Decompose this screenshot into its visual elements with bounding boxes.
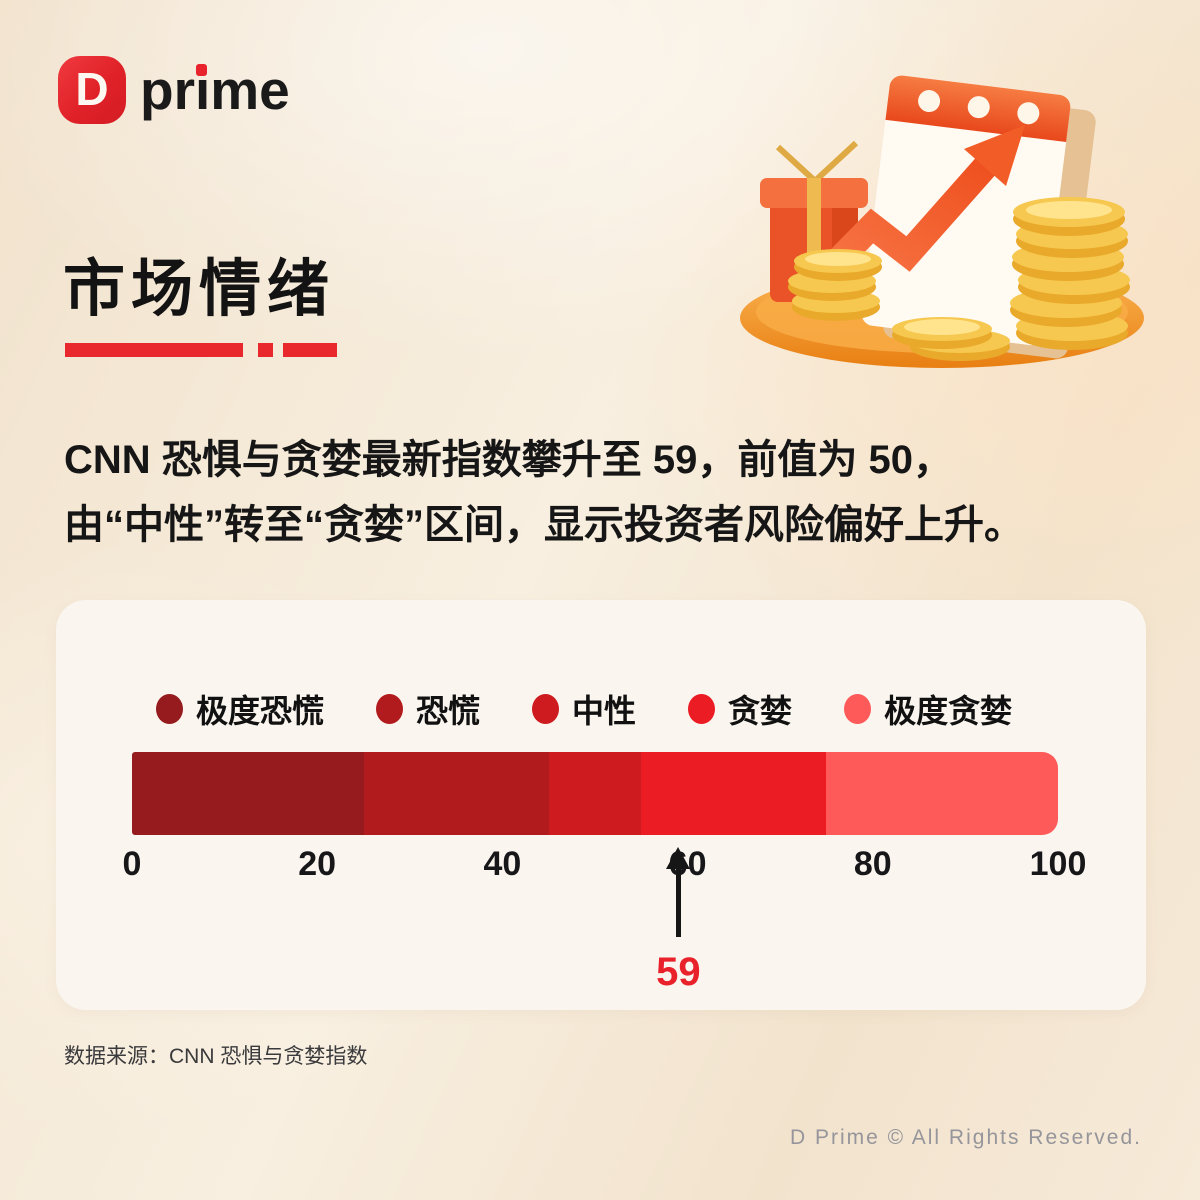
brand-logo: D pr i me xyxy=(58,56,290,124)
page-title: 市场情绪 xyxy=(63,255,336,324)
bar-segment xyxy=(363,752,549,835)
marker-arrow-stem xyxy=(675,867,681,937)
legend-label: 中性 xyxy=(572,693,637,729)
tick-label: 100 xyxy=(1029,845,1087,883)
underline-bar-long xyxy=(65,343,243,357)
underline-square xyxy=(258,343,273,357)
legend-label: 极度恐慌 xyxy=(196,693,325,729)
marker-arrow-icon xyxy=(666,847,691,869)
legend-dot-icon xyxy=(376,694,404,724)
legend-item: 贪婪 xyxy=(688,686,792,732)
legend-label: 恐慌 xyxy=(416,693,481,729)
logo-letter: D xyxy=(75,63,109,115)
bar-segment xyxy=(548,752,642,835)
tick-label: 80 xyxy=(853,845,892,883)
chart-legend: 极度恐慌 恐慌 中性 贪婪 极度贪婪 xyxy=(156,686,1012,732)
source-note: 数据来源：CNN 恐惧与贪婪指数 xyxy=(64,1045,368,1068)
legend-dot-icon xyxy=(844,694,872,724)
d-prime-logo-icon: D xyxy=(58,56,126,124)
coin-stack-right-icon xyxy=(1010,197,1130,350)
wordmark-i: i xyxy=(195,59,211,121)
legend-item: 中性 xyxy=(532,686,636,732)
bar-segment xyxy=(132,752,364,835)
tick-label: 40 xyxy=(483,845,522,883)
underline-bar-short xyxy=(283,343,337,357)
tick-label: 20 xyxy=(298,845,337,883)
legend-dot-icon xyxy=(688,694,716,724)
chart-card: 极度恐慌 恐慌 中性 贪婪 极度贪婪 0 20 40 60 80 100 59 xyxy=(56,600,1146,1010)
bar-segment xyxy=(826,752,1058,835)
intro-paragraph: CNN 恐惧与贪婪最新指数攀升至 59，前值为 50， 由“中性”转至“贪婪”区… xyxy=(64,428,1024,558)
marker-value-label: 59 xyxy=(656,950,701,994)
tick-label: 0 xyxy=(122,845,142,883)
sentiment-gauge: 0 20 40 60 80 100 59 xyxy=(123,752,1086,1012)
brand-wordmark: pr i me xyxy=(140,58,290,122)
bar-segment xyxy=(641,752,827,835)
front-coins-icon xyxy=(892,317,1010,361)
legend-dot-icon xyxy=(156,694,183,724)
coin-stack-left-icon xyxy=(788,249,882,321)
finance-calendar-illustration xyxy=(740,75,1144,368)
legend-label: 极度贪婪 xyxy=(884,693,1013,729)
wordmark-pre: pr xyxy=(140,59,195,121)
wordmark-post: me xyxy=(210,59,290,121)
copyright-note: D Prime © All Rights Reserved. xyxy=(789,1126,1142,1149)
legend-label: 贪婪 xyxy=(728,693,793,729)
intro-line-2: 由“中性”转至“贪婪”区间，显示投资者风险偏好上升。 xyxy=(64,503,1024,547)
legend-dot-icon xyxy=(532,694,560,724)
legend-item: 恐慌 xyxy=(376,686,480,732)
title-underline xyxy=(65,343,337,357)
sentiment-bar xyxy=(132,752,1058,835)
legend-item: 极度恐慌 xyxy=(156,686,324,732)
intro-line-1: CNN 恐惧与贪婪最新指数攀升至 59，前值为 50， xyxy=(64,438,953,482)
legend-item: 极度贪婪 xyxy=(844,686,1012,732)
